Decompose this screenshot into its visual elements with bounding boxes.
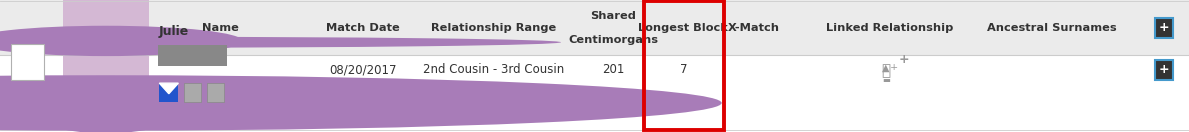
Ellipse shape (0, 75, 722, 131)
Text: Julie: Julie (158, 25, 188, 38)
Text: 👥⁺: 👥⁺ (881, 62, 898, 77)
Bar (184, 83, 201, 102)
Bar (158, 45, 227, 66)
Text: Match Date: Match Date (326, 23, 400, 33)
Circle shape (0, 26, 243, 56)
Text: Linked Relationship: Linked Relationship (825, 23, 954, 33)
Bar (63, 0, 149, 55)
Ellipse shape (0, 37, 561, 48)
Text: ▬: ▬ (882, 76, 889, 85)
Bar (0, 0, 1189, 55)
Bar (159, 83, 178, 102)
Ellipse shape (25, 83, 185, 132)
Polygon shape (159, 83, 178, 94)
Text: +: + (1159, 21, 1169, 34)
Text: Shared: Shared (591, 11, 636, 21)
Text: X-Match: X-Match (728, 23, 780, 33)
Text: +: + (1159, 63, 1169, 76)
Text: 201: 201 (603, 63, 624, 76)
Text: Ancestral Surnames: Ancestral Surnames (987, 23, 1118, 33)
Text: Name: Name (201, 23, 239, 33)
Bar (63, 55, 149, 130)
Text: 2nd Cousin - 3rd Cousin: 2nd Cousin - 3rd Cousin (423, 63, 564, 76)
Text: Relationship Range: Relationship Range (430, 23, 556, 33)
Bar (644, 1, 724, 130)
Bar (0, 55, 1189, 132)
Text: Centimorgans: Centimorgans (568, 35, 659, 45)
FancyBboxPatch shape (11, 44, 44, 80)
Text: ▲: ▲ (882, 62, 889, 72)
Text: +: + (899, 53, 908, 66)
Text: 7: 7 (680, 63, 687, 76)
Text: Longest Block: Longest Block (637, 23, 728, 33)
Text: 08/20/2017: 08/20/2017 (329, 63, 396, 76)
Bar (207, 83, 224, 102)
